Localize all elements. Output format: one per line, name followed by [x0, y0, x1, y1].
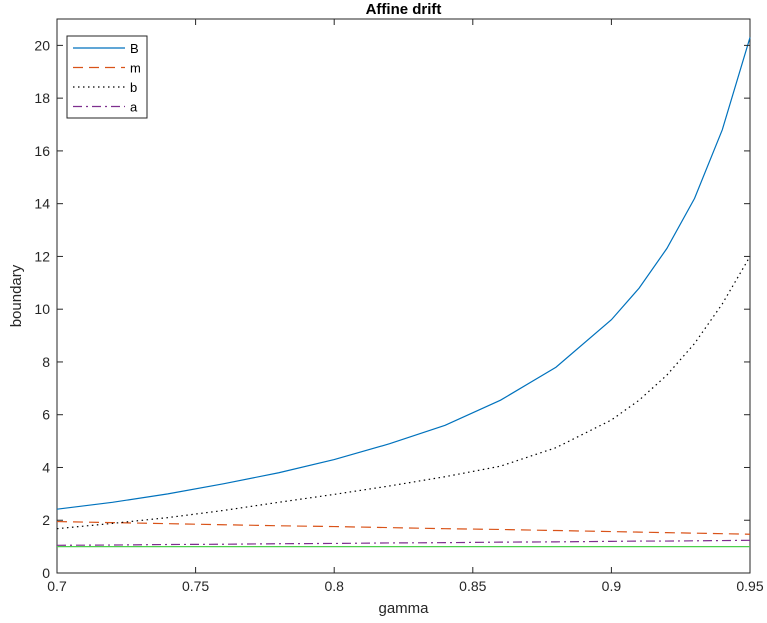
y-axis-title: boundary — [8, 264, 25, 327]
y-tick-label: 20 — [34, 37, 50, 53]
y-tick-label: 0 — [42, 565, 50, 581]
x-tick-label: 0.95 — [736, 578, 763, 594]
series-line-B — [56, 37, 751, 510]
plot-area — [56, 18, 751, 574]
legend-box — [66, 35, 148, 119]
x-tick-label: 0.8 — [324, 578, 344, 594]
x-axis-ticks: 0.7 0.75 0.8 0.85 0.9 0.95 — [47, 19, 764, 594]
y-tick-label: 6 — [42, 407, 50, 423]
legend-label-B: B — [130, 41, 139, 56]
y-tick-label: 12 — [34, 248, 50, 264]
legend-label-a: a — [130, 100, 138, 115]
y-tick-label: 4 — [42, 459, 50, 475]
y-tick-label: 16 — [34, 143, 50, 159]
legend-label-m: m — [130, 61, 141, 76]
y-tick-label: 8 — [42, 354, 50, 370]
legend-label-b: b — [130, 80, 137, 95]
x-axis-title: gamma — [378, 600, 429, 617]
x-tick-label: 0.9 — [602, 578, 622, 594]
y-tick-label: 2 — [42, 512, 50, 528]
y-axis-ticks: 0 2 4 6 8 10 12 14 16 18 20 — [34, 37, 750, 581]
y-tick-label: 18 — [34, 90, 50, 106]
x-tick-label: 0.85 — [459, 578, 486, 594]
series-line-a — [56, 539, 751, 546]
y-tick-label: 10 — [34, 301, 50, 317]
y-tick-label: 14 — [34, 196, 50, 212]
series-layer — [56, 37, 751, 548]
x-tick-label: 0.75 — [182, 578, 209, 594]
series-line-b — [56, 256, 751, 530]
chart-title: Affine drift — [366, 1, 442, 18]
x-tick-label: 0.7 — [47, 578, 67, 594]
